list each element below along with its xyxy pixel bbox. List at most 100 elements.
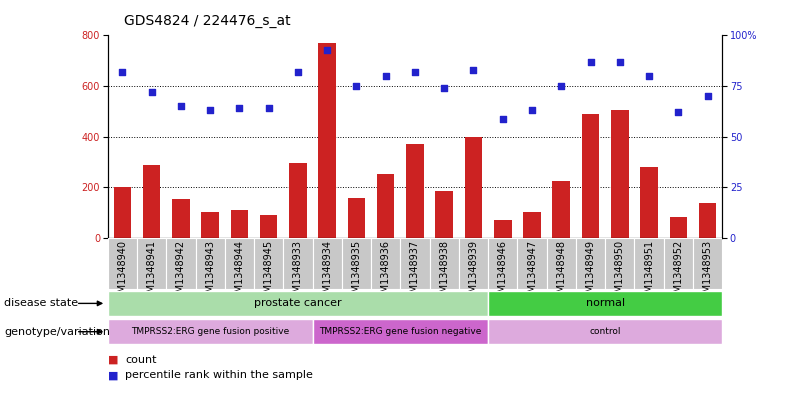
Bar xyxy=(552,181,570,238)
Bar xyxy=(348,198,365,238)
Point xyxy=(291,69,304,75)
Point xyxy=(614,59,626,65)
Bar xyxy=(699,203,717,238)
Bar xyxy=(582,114,599,238)
Text: GSM1348945: GSM1348945 xyxy=(263,240,274,305)
Point xyxy=(642,73,655,79)
Point xyxy=(145,89,158,95)
Point xyxy=(116,69,128,75)
Point xyxy=(409,69,421,75)
Bar xyxy=(289,163,306,238)
Text: GSM1348944: GSM1348944 xyxy=(235,240,244,305)
Text: GDS4824 / 224476_s_at: GDS4824 / 224476_s_at xyxy=(124,14,290,28)
Bar xyxy=(231,210,248,238)
Text: GSM1348934: GSM1348934 xyxy=(322,240,332,305)
Bar xyxy=(313,319,488,344)
Text: ■: ■ xyxy=(108,354,118,365)
Bar xyxy=(313,238,342,289)
Bar xyxy=(406,144,424,238)
Text: GSM1348941: GSM1348941 xyxy=(147,240,156,305)
Bar xyxy=(494,220,512,238)
Bar xyxy=(113,187,131,238)
Bar xyxy=(108,291,488,316)
Bar xyxy=(640,167,658,238)
Text: GSM1348938: GSM1348938 xyxy=(439,240,449,305)
Point xyxy=(526,107,539,114)
Bar xyxy=(172,199,190,238)
Bar xyxy=(342,238,371,289)
Text: normal: normal xyxy=(586,298,625,309)
Text: control: control xyxy=(590,327,621,336)
Text: GSM1348940: GSM1348940 xyxy=(117,240,128,305)
Text: GSM1348947: GSM1348947 xyxy=(527,240,537,305)
Text: GSM1348946: GSM1348946 xyxy=(498,240,508,305)
Bar xyxy=(488,319,722,344)
Bar xyxy=(436,191,453,238)
Bar xyxy=(196,238,225,289)
Bar xyxy=(523,211,541,238)
Bar xyxy=(517,238,547,289)
Bar xyxy=(605,238,634,289)
Text: GSM1348949: GSM1348949 xyxy=(586,240,595,305)
Point xyxy=(467,67,480,73)
Bar xyxy=(664,238,693,289)
Point xyxy=(555,83,567,89)
Text: GSM1348937: GSM1348937 xyxy=(410,240,420,305)
Bar xyxy=(143,165,160,238)
Text: GSM1348943: GSM1348943 xyxy=(205,240,215,305)
Bar xyxy=(225,238,254,289)
Text: GSM1348935: GSM1348935 xyxy=(351,240,361,305)
Point xyxy=(438,85,451,91)
Bar xyxy=(108,238,137,289)
Bar xyxy=(634,238,664,289)
Point xyxy=(233,105,246,112)
Text: ■: ■ xyxy=(108,370,118,380)
Text: GSM1348950: GSM1348950 xyxy=(614,240,625,305)
Text: genotype/variation: genotype/variation xyxy=(4,327,110,337)
Point xyxy=(584,59,597,65)
Bar xyxy=(166,238,196,289)
Bar xyxy=(108,319,313,344)
Bar xyxy=(693,238,722,289)
Bar xyxy=(254,238,283,289)
Bar xyxy=(318,43,336,238)
Text: TMPRSS2:ERG gene fusion positive: TMPRSS2:ERG gene fusion positive xyxy=(131,327,289,336)
Bar xyxy=(201,211,219,238)
Bar xyxy=(547,238,576,289)
Bar xyxy=(260,215,278,238)
Text: disease state: disease state xyxy=(4,298,78,309)
Text: GSM1348952: GSM1348952 xyxy=(674,240,683,305)
Bar xyxy=(576,238,605,289)
Point xyxy=(321,46,334,53)
Bar xyxy=(283,238,313,289)
Text: GSM1348939: GSM1348939 xyxy=(468,240,479,305)
Bar xyxy=(611,110,629,238)
Point xyxy=(175,103,188,110)
Text: GSM1348936: GSM1348936 xyxy=(381,240,391,305)
Bar xyxy=(401,238,429,289)
Text: GSM1348953: GSM1348953 xyxy=(702,240,713,305)
Text: GSM1348951: GSM1348951 xyxy=(644,240,654,305)
Bar xyxy=(429,238,459,289)
Text: GSM1348933: GSM1348933 xyxy=(293,240,303,305)
Point xyxy=(496,116,509,122)
Point xyxy=(379,73,392,79)
Text: percentile rank within the sample: percentile rank within the sample xyxy=(125,370,313,380)
Bar xyxy=(377,174,394,238)
Point xyxy=(263,105,275,112)
Bar xyxy=(488,291,722,316)
Bar xyxy=(137,238,166,289)
Text: count: count xyxy=(125,354,156,365)
Point xyxy=(203,107,216,114)
Text: TMPRSS2:ERG gene fusion negative: TMPRSS2:ERG gene fusion negative xyxy=(319,327,481,336)
Bar xyxy=(670,217,687,238)
Point xyxy=(672,109,685,116)
Bar xyxy=(488,238,517,289)
Point xyxy=(701,93,714,99)
Bar xyxy=(371,238,401,289)
Point xyxy=(350,83,363,89)
Text: GSM1348942: GSM1348942 xyxy=(176,240,186,305)
Text: GSM1348948: GSM1348948 xyxy=(556,240,567,305)
Bar xyxy=(464,137,482,238)
Bar xyxy=(459,238,488,289)
